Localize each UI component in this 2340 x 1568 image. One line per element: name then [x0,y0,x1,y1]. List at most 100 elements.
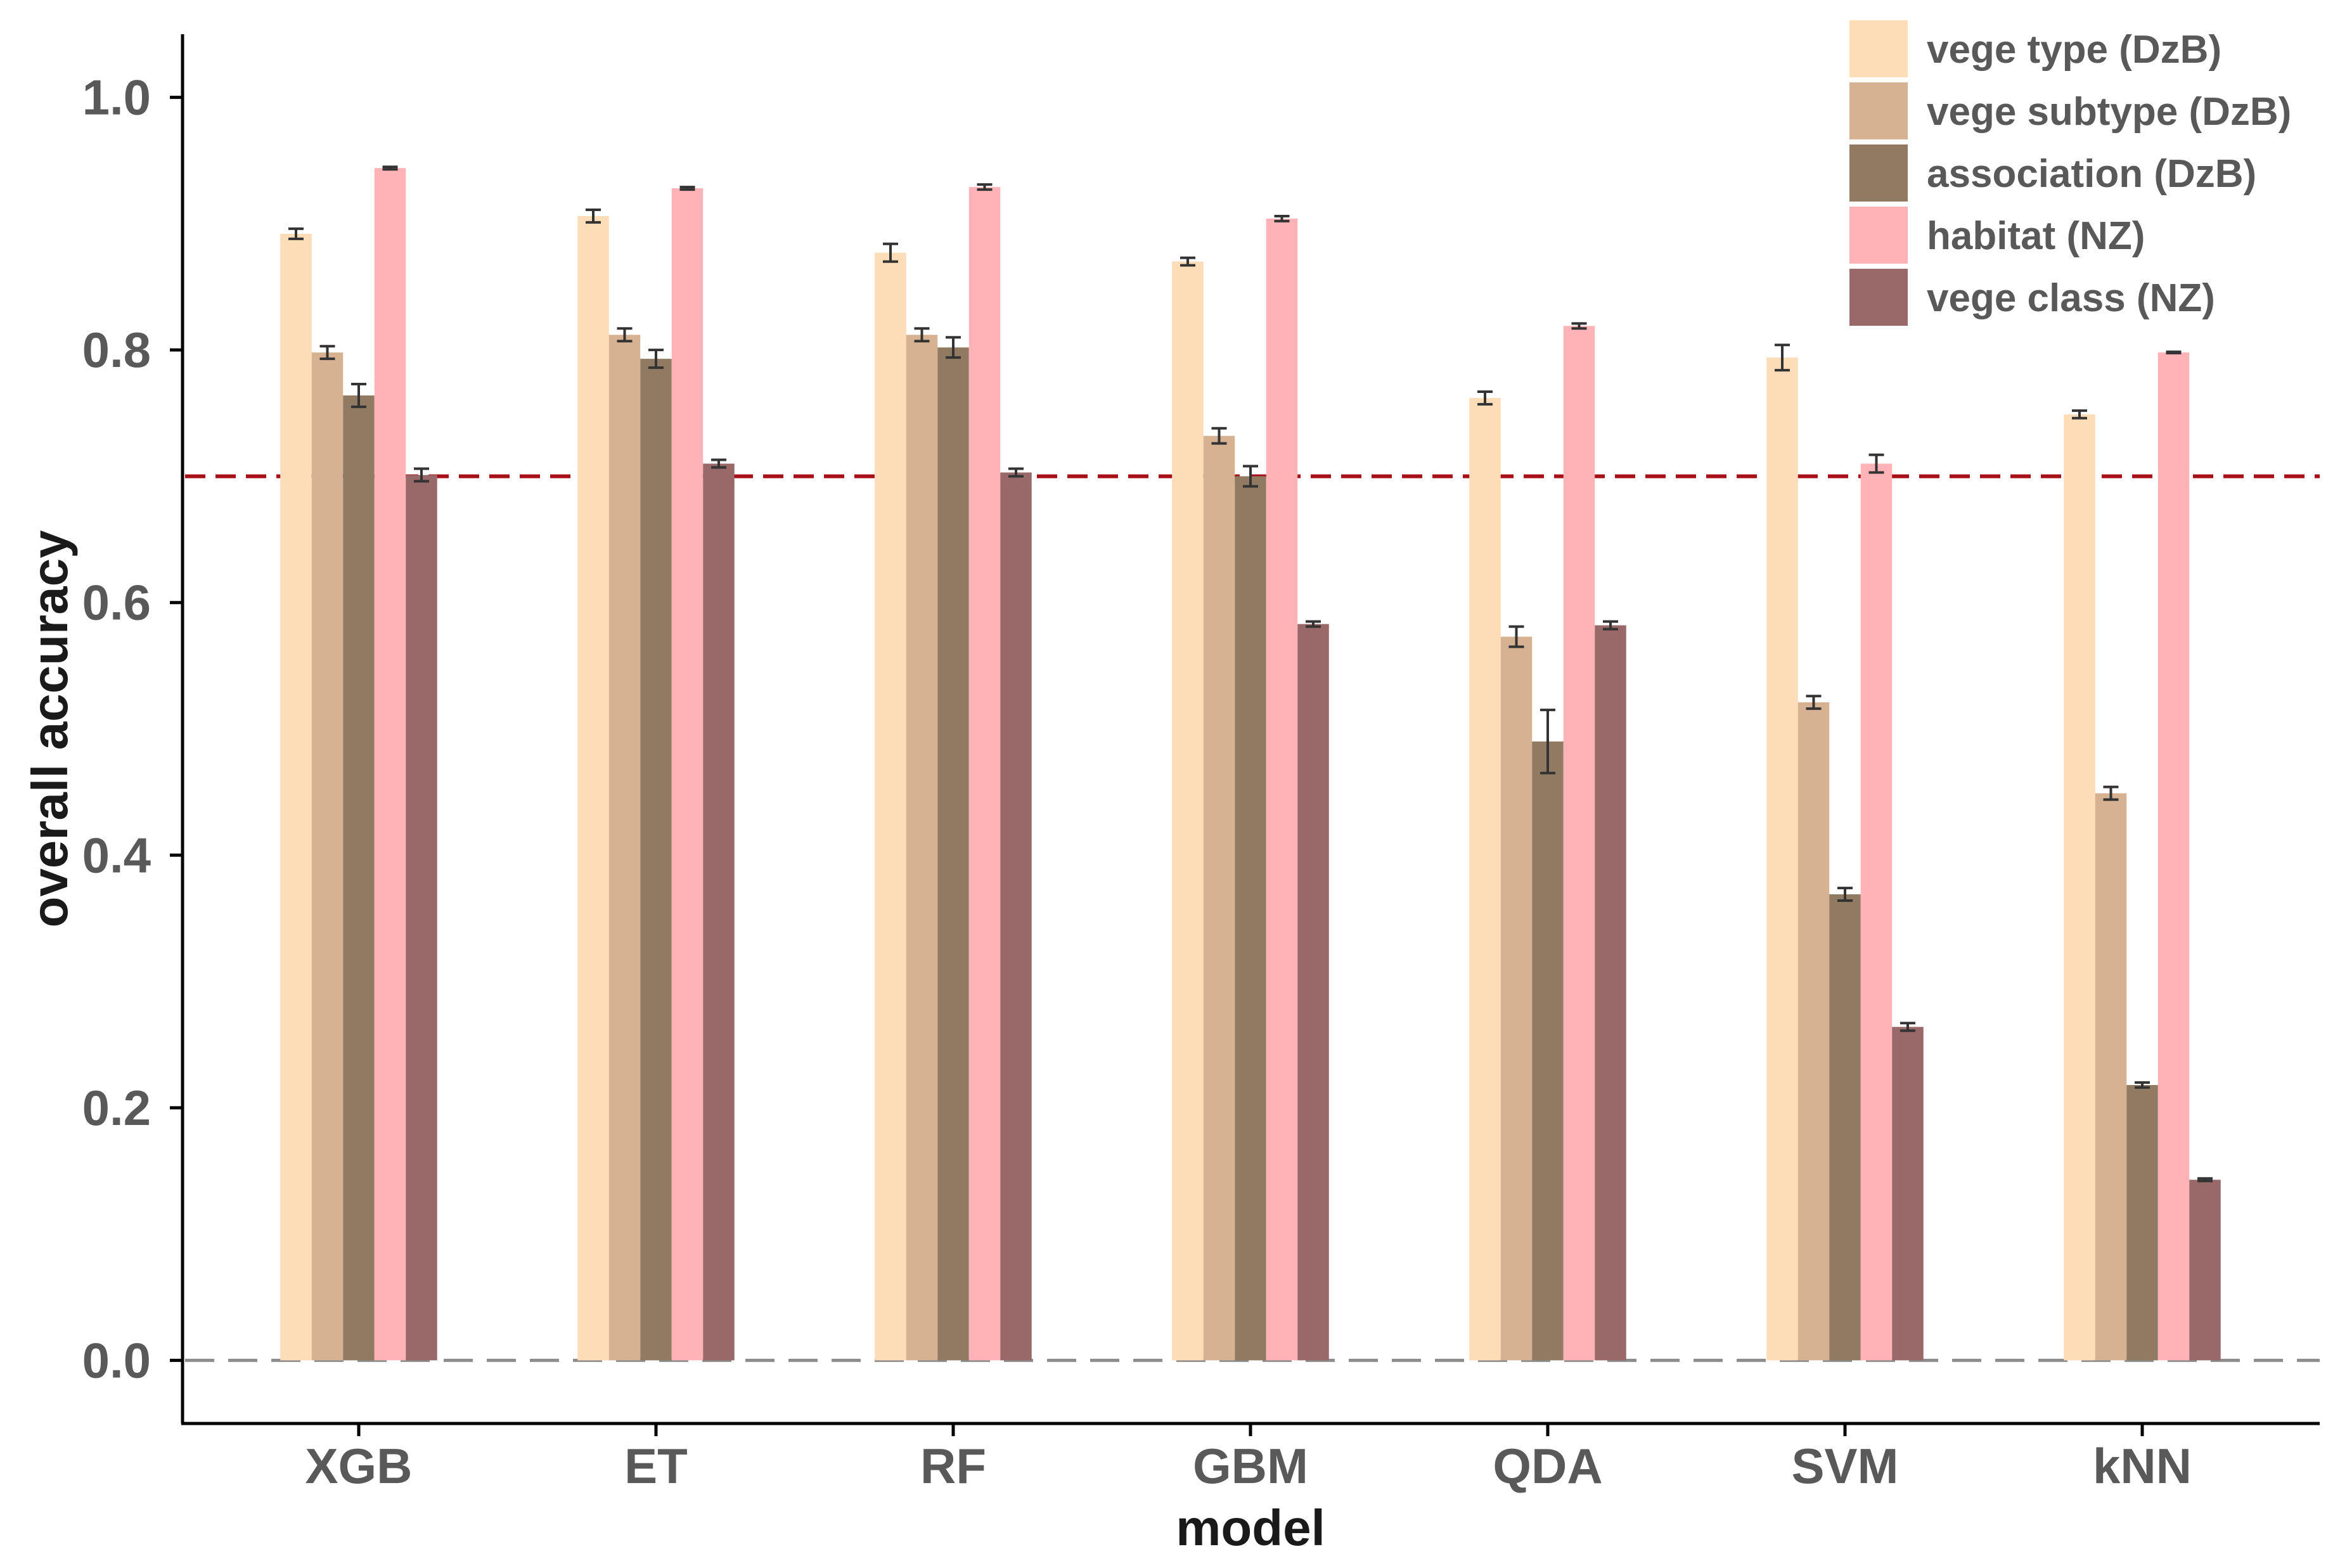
error-bar [1306,620,1321,628]
bar [1766,357,1798,1361]
x-ticks: XGB ET RF GBM QDA SVM kNN [305,1423,2192,1494]
x-tick-label: XGB [305,1438,412,1494]
bar [1266,218,1298,1361]
error-bar [319,345,335,361]
y-tick-label: 0.6 [82,575,151,631]
legend-label: association (DzB) [1927,152,2256,196]
bar [968,187,1001,1361]
bar [2126,1084,2158,1361]
error-bar [1008,467,1024,478]
bar [1235,476,1266,1361]
y-axis-title: overall accuracy [22,530,78,928]
legend-swatch [1849,269,1908,326]
error-bar [946,336,961,359]
x-axis-title: model [1176,1500,1325,1556]
y-tick-label: 0.4 [82,827,151,883]
legend-item: vege class (NZ) [1849,269,2215,326]
x-tick-label: SVM [1791,1438,1898,1494]
error-bar [1477,390,1493,406]
error-bar [1243,465,1258,488]
x-tick-label: GBM [1193,1438,1308,1494]
bar [1000,472,1032,1361]
bar [1892,1027,1924,1361]
bar [311,352,344,1361]
bar [2189,1179,2221,1361]
error-bar [2072,409,2087,420]
legend-swatch [1849,145,1908,202]
bar [1563,326,1595,1361]
legend-item: habitat (NZ) [1849,207,2145,264]
bar [2064,414,2095,1361]
bar [1860,463,1893,1361]
bar [374,168,406,1361]
error-bar [2135,1081,2150,1089]
error-bar [1603,620,1618,631]
bar [2095,793,2127,1361]
bar [1469,397,1501,1361]
y-tick-label: 0.8 [82,322,151,378]
bar [1500,636,1533,1361]
legend-swatch [1849,20,1908,77]
bar-marks [280,168,2221,1361]
bar [937,347,969,1361]
error-bar [586,208,601,224]
error-bar [679,186,695,191]
bar [906,335,938,1361]
legend-item: vege type (DzB) [1849,20,2221,77]
bar [343,395,375,1361]
legend-label: habitat (NZ) [1927,214,2145,258]
error-bar [1775,344,1790,372]
bar [875,252,906,1361]
error-bar [914,327,930,343]
error-bar [1837,887,1853,903]
legend-label: vege subtype (DzB) [1927,90,2291,134]
error-bar [883,242,898,263]
legend-swatch [1849,82,1908,139]
y-tick-label: 1.0 [82,70,151,125]
bar [406,475,437,1361]
bar [1829,894,1861,1361]
x-tick-label: ET [624,1438,688,1494]
error-bar [711,458,726,469]
legend-swatch [1849,207,1908,264]
x-tick-label: kNN [2093,1438,2192,1494]
x-tick-label: RF [920,1438,986,1494]
error-bar [414,467,429,483]
bar [1297,624,1329,1361]
error-bar [1211,427,1227,445]
error-bar [2166,350,2182,355]
bar [577,215,609,1361]
error-bar [382,165,398,171]
y-tick-label: 0.0 [82,1332,151,1388]
y-ticks: 0.0 0.2 0.4 0.6 0.8 1.0 [82,70,183,1388]
error-bar [1274,214,1290,222]
bar [1532,741,1564,1361]
bar [280,233,312,1361]
bar [1172,261,1204,1361]
error-bar [1571,322,1587,330]
bar [640,359,672,1361]
y-tick-label: 0.2 [82,1080,151,1136]
error-bar [648,349,664,370]
bar [1797,702,1830,1361]
legend: vege type (DzB) vege subtype (DzB) associa… [1849,20,2291,326]
error-bar [1540,709,1555,774]
error-bar [977,183,993,191]
error-bar [1806,695,1822,710]
legend-item: association (DzB) [1849,145,2256,202]
error-bar [1900,1022,1915,1032]
bar [608,335,641,1361]
bar [1203,435,1235,1361]
legend-label: vege class (NZ) [1927,276,2215,320]
error-bar [2197,1177,2213,1183]
error-bar [1180,256,1195,267]
bar [671,188,704,1361]
x-tick-label: QDA [1493,1438,1602,1494]
error-bar [617,327,633,343]
legend-label: vege type (DzB) [1927,28,2221,72]
bar [2157,352,2190,1361]
error-bar [288,227,304,240]
legend-item: vege subtype (DzB) [1849,82,2291,139]
bar [703,463,735,1361]
